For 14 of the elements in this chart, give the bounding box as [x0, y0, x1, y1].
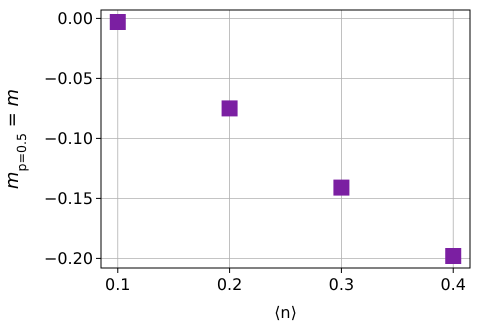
- point: [110, 14, 126, 30]
- x-tick-label: 0.1: [105, 275, 130, 294]
- y-tick-label: −0.10: [44, 129, 93, 148]
- x-tick-label: 0.2: [216, 275, 242, 294]
- y-tick-label: −0.20: [44, 249, 93, 268]
- x-tick-label: 0.4: [440, 275, 466, 294]
- y-tick-label: −0.15: [44, 189, 93, 208]
- y-tick-label: 0.00: [57, 9, 93, 28]
- x-tick-label: 0.3: [328, 275, 354, 294]
- point: [222, 100, 238, 116]
- point: [333, 180, 350, 196]
- point: [445, 248, 462, 264]
- x-axis-title: ⟨n⟩: [274, 303, 297, 322]
- y-tick-label: −0.05: [44, 69, 93, 88]
